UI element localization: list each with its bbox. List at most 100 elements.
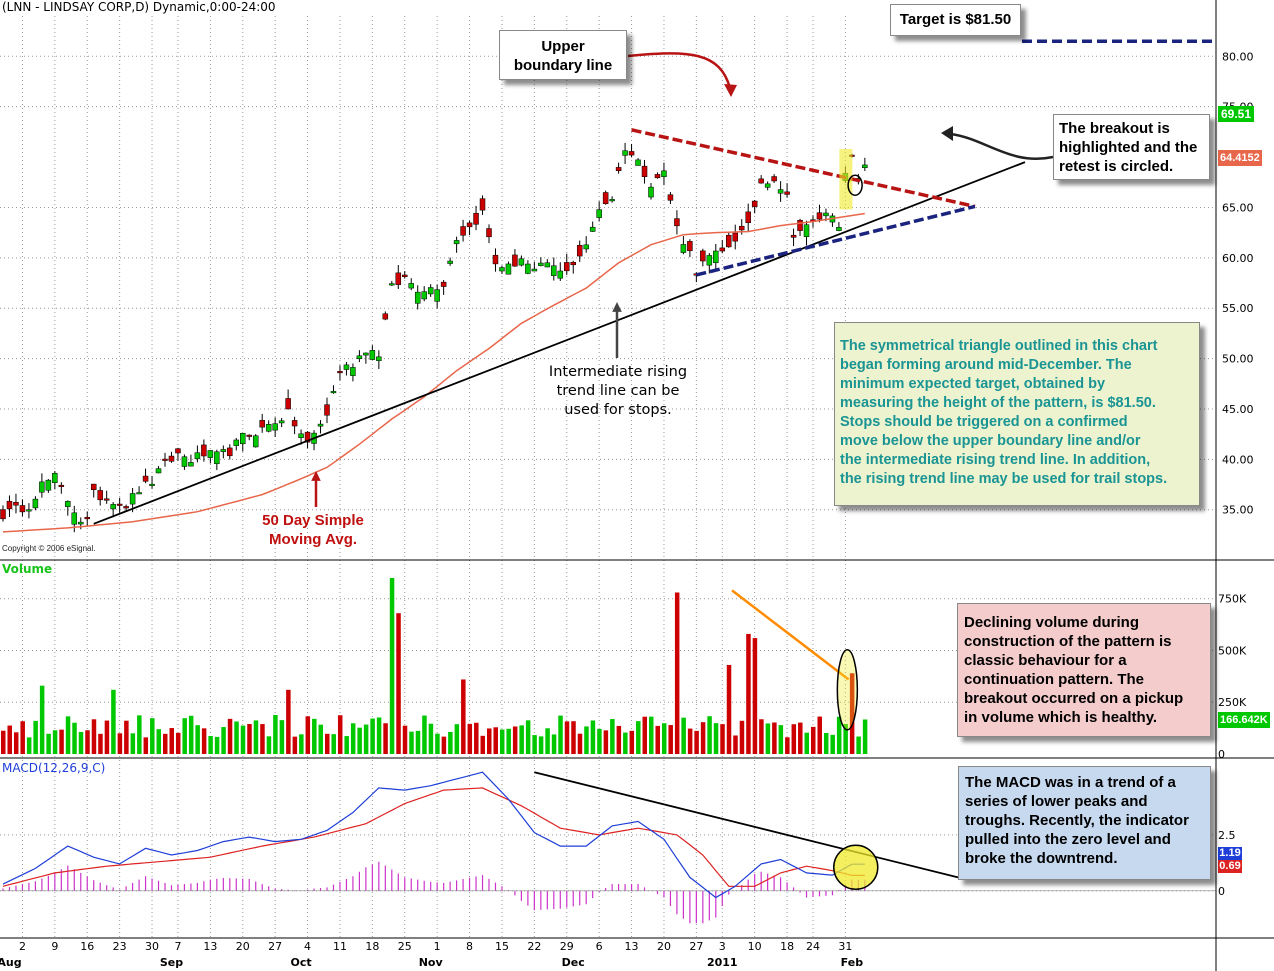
x-tick-label: 6 <box>596 940 603 953</box>
x-tick-label: 16 <box>80 940 94 953</box>
volume-bar <box>188 715 194 754</box>
breakout-line2: highlighted and the <box>1059 139 1198 156</box>
candle-body <box>84 516 90 520</box>
candle-body <box>460 226 466 236</box>
macd-explanation-line: broke the downtrend. <box>965 850 1118 867</box>
candle-body <box>525 263 531 274</box>
candle-body <box>259 420 265 428</box>
volume-bar <box>299 734 304 754</box>
candle-body <box>389 283 395 286</box>
candle-body <box>700 250 706 262</box>
volume-bar <box>590 720 596 754</box>
candle-body <box>680 244 687 253</box>
triangle-explanation-box: The symmetrical triangle outlined in thi… <box>834 322 1200 506</box>
volume-explanation-line: in volume which is healthy. <box>964 709 1158 726</box>
volume-bar <box>499 729 505 754</box>
candle-body <box>732 232 738 242</box>
volume-explanation-line: breakout occurred on a pickup <box>964 690 1184 707</box>
volume-bar <box>681 717 686 754</box>
x-tick-label: 4 <box>304 940 311 953</box>
volume-bar <box>363 724 369 754</box>
y-tick-label: 65.00 <box>1222 201 1254 214</box>
intermediate-trend-line <box>93 161 1026 525</box>
volume-bar <box>402 725 408 754</box>
candle-body <box>538 262 544 266</box>
volume-bar <box>694 730 699 754</box>
candle-body <box>78 521 84 525</box>
volume-bar <box>325 733 330 754</box>
volume-bar <box>33 720 38 754</box>
candle-body <box>492 254 499 265</box>
candle-body <box>181 456 188 467</box>
volume-bar <box>649 716 654 754</box>
volume-bar <box>571 721 576 754</box>
volume-bar <box>78 731 84 754</box>
volume-bar <box>208 735 213 754</box>
x-tick-label: 25 <box>398 940 412 953</box>
macd-downtrend-line <box>534 771 959 879</box>
moving-average-note-line2: Moving Avg. <box>268 531 358 548</box>
volume-bar <box>422 715 427 754</box>
y-tick-label: 45.00 <box>1222 403 1254 416</box>
volume-bar <box>636 721 641 754</box>
volume-bar <box>13 732 19 754</box>
candle-body <box>453 240 460 245</box>
volume-bar <box>305 716 311 754</box>
volume-bar <box>7 725 12 754</box>
target-callout: Target is $81.50 <box>890 4 1021 36</box>
candle-body <box>667 194 674 201</box>
candle-body <box>615 167 622 171</box>
volume-bar <box>448 731 453 754</box>
upper-boundary-line2: boundary line <box>513 57 613 74</box>
candle-body <box>136 492 142 495</box>
candle-body <box>175 448 181 454</box>
volume-bar <box>26 737 32 754</box>
moving-average-line <box>2 212 865 533</box>
macd-explanation-line: troughs. Recently, the indicator <box>965 812 1189 829</box>
candle-body <box>291 420 298 427</box>
volume-tick-label: 0 <box>1218 748 1225 761</box>
moving-average-note-line1: 50 Day Simple <box>262 512 364 529</box>
candle-body <box>58 484 65 487</box>
volume-bar <box>286 689 291 754</box>
volume-bar <box>117 733 123 754</box>
volume-bar <box>415 730 421 754</box>
volume-bar <box>383 723 388 754</box>
volume-breakout-ellipse <box>836 649 859 731</box>
candle-body <box>65 501 71 507</box>
candle-body <box>252 435 259 448</box>
x-tick-label: 2 <box>19 940 26 953</box>
volume-bar <box>558 715 563 754</box>
volume-bar <box>318 724 324 754</box>
volume-bar <box>72 722 77 754</box>
chart-title: (LNN - LINDSAY CORP,D) Dynamic,0:00-24:0… <box>2 0 276 14</box>
volume-bar <box>519 725 524 754</box>
x-tick-label: 30 <box>145 940 159 953</box>
x-tick-label: 1 <box>434 940 441 953</box>
volume-bar <box>143 737 149 754</box>
x-tick-label: 13 <box>203 940 217 953</box>
target-text: Target is $81.50 <box>899 11 1012 28</box>
x-tick-label: 15 <box>495 940 509 953</box>
volume-bar <box>506 728 511 754</box>
volume-bar <box>337 715 343 754</box>
volume-bar <box>130 733 136 754</box>
volume-bar <box>273 715 278 754</box>
volume-bar <box>156 729 162 754</box>
volume-bar <box>577 733 583 754</box>
candle-body <box>641 165 648 178</box>
volume-bar <box>616 725 622 754</box>
candle-body <box>499 267 505 272</box>
candle-body <box>110 504 116 510</box>
candle-body <box>764 183 771 188</box>
volume-bar <box>674 592 680 754</box>
volume-bar <box>240 725 246 754</box>
y-tick-label: 35.00 <box>1222 504 1254 517</box>
candle-body <box>285 398 291 410</box>
candle-body <box>162 458 168 461</box>
volume-bar <box>545 728 550 754</box>
candle-body <box>771 176 777 182</box>
month-label: Sep <box>160 956 183 969</box>
volume-bar <box>253 720 259 754</box>
